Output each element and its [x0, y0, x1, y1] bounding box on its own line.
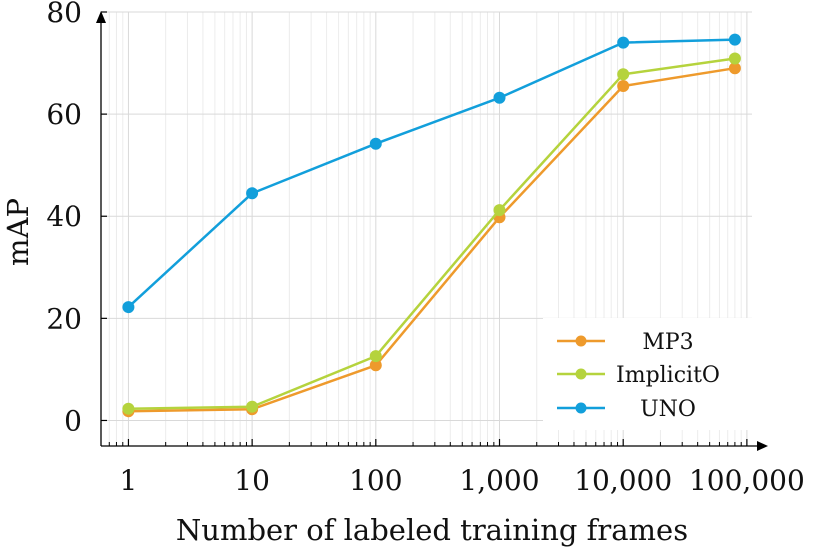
tick-marks — [100, 11, 748, 446]
y-tick-label: 80 — [46, 0, 82, 29]
data-point-mp3 — [617, 80, 630, 92]
x-tick-label: 100 — [349, 464, 402, 497]
series-line-uno — [127, 38, 735, 309]
data-point-mp3 — [728, 62, 741, 75]
series — [122, 33, 741, 418]
axes — [96, 11, 768, 451]
y-tick-label: 40 — [46, 200, 82, 233]
legend-entry-uno: UNO — [557, 397, 696, 422]
y-tick-label: 60 — [46, 98, 82, 131]
data-point-implicito — [369, 350, 382, 363]
data-point-uno — [246, 187, 259, 200]
legend-label-implicito: ImplicitO — [616, 363, 720, 388]
legend-entry-mp3: MP3 — [557, 330, 694, 355]
x-tick-label: 1 — [120, 464, 138, 497]
data-point-uno — [122, 301, 135, 314]
legend-marker-implicito — [575, 368, 587, 380]
data-point-uno — [493, 91, 506, 104]
legend-marker-uno — [575, 402, 587, 414]
legend-label-mp3: MP3 — [642, 330, 693, 355]
legend: MP3 ImplicitO UNO — [543, 318, 753, 430]
x-tick-label: 10,000 — [574, 464, 672, 497]
data-point-implicito — [122, 402, 135, 415]
data-point-uno — [369, 137, 382, 150]
legend-marker-mp3 — [575, 335, 587, 347]
x-tick-label: 1,000 — [459, 464, 539, 497]
y-tick-labels: 0 20 40 60 80 — [46, 0, 82, 437]
legend-entry-implicito: ImplicitO — [557, 363, 720, 388]
y-tick-label: 0 — [64, 404, 82, 437]
data-point-uno — [617, 36, 630, 49]
series-implicito — [122, 52, 741, 415]
data-point-implicito — [617, 68, 630, 81]
data-point-implicito — [728, 52, 741, 65]
x-tick-label: 100,000 — [689, 464, 805, 497]
x-tick-labels: 1 10 100 1,000 10,000 100,000 — [120, 464, 805, 497]
data-point-implicito — [246, 400, 259, 413]
series-line-implicito — [128, 57, 736, 410]
data-point-implicito — [493, 204, 506, 217]
legend-label-uno: UNO — [640, 397, 696, 422]
y-axis-title: mAP — [1, 198, 35, 266]
series-line-mp3 — [128, 66, 736, 413]
series-uno — [122, 33, 741, 314]
x-tick-label: 10 — [234, 464, 270, 497]
y-tick-label: 20 — [46, 302, 82, 335]
x-axis-arrow-icon — [757, 441, 768, 451]
data-point-uno — [728, 33, 741, 46]
data-point-mp3 — [369, 359, 382, 372]
y-axis-arrow-icon — [96, 11, 106, 23]
x-axis-title: Number of labeled training frames — [176, 513, 688, 547]
